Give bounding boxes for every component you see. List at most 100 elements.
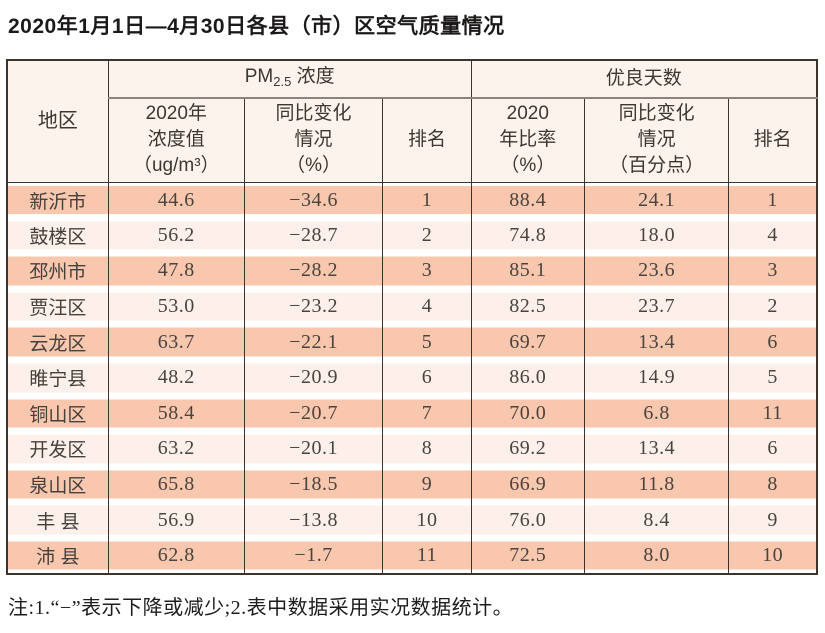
gd-ratio-cell: 72.5 bbox=[470, 537, 585, 574]
region-cell: 贾汪区 bbox=[6, 288, 109, 325]
pm-value-cell: 58.4 bbox=[107, 395, 245, 432]
gd-change-cell: 14.9 bbox=[583, 359, 730, 396]
pm-change-cell: −20.9 bbox=[243, 359, 384, 396]
table-row: 新沂市 44.6 −34.6 1 88.4 24.1 1 bbox=[6, 182, 818, 218]
pm-value-cell: 47.8 bbox=[107, 253, 245, 289]
table-header: 地区 PM2.5 浓度 优良天数 2020年 浓度值 （ug/m³） 同比变化 … bbox=[6, 59, 818, 183]
gd-change-cell: 11.8 bbox=[583, 466, 730, 503]
pm-value-cell: 44.6 bbox=[107, 182, 245, 218]
pm-value-cell: 63.7 bbox=[107, 324, 245, 360]
table-row: 泉山区 65.8 −18.5 9 66.9 11.8 8 bbox=[6, 466, 818, 503]
gd-rank-cell: 9 bbox=[728, 502, 818, 538]
gd-ratio-cell: 66.9 bbox=[470, 466, 585, 503]
gd-ratio-cell: 86.0 bbox=[470, 359, 585, 396]
region-cell: 铜山区 bbox=[6, 395, 109, 432]
gd-ratio-cell: 74.8 bbox=[470, 217, 585, 254]
table-row: 睢宁县 48.2 −20.9 6 86.0 14.9 5 bbox=[6, 359, 818, 396]
header-gd-ratio: 2020 年比率 （%） bbox=[470, 97, 585, 183]
pm-value-cell: 48.2 bbox=[107, 359, 245, 396]
gd-rank-cell: 2 bbox=[728, 288, 818, 325]
table-row: 铜山区 58.4 −20.7 7 70.0 6.8 11 bbox=[6, 395, 818, 432]
pm-rank-cell: 9 bbox=[382, 466, 472, 503]
table-row: 开发区 63.2 −20.1 8 69.2 13.4 6 bbox=[6, 431, 818, 467]
region-cell: 开发区 bbox=[6, 431, 109, 467]
page-title: 2020年1月1日—4月30日各县（市）区空气质量情况 bbox=[8, 15, 505, 38]
gd-rank-cell: 5 bbox=[728, 359, 818, 396]
gd-ratio-cell: 76.0 bbox=[470, 502, 585, 538]
gd-change-cell: 6.8 bbox=[583, 395, 730, 432]
region-cell: 邳州市 bbox=[6, 253, 109, 289]
gd-change-cell: 23.7 bbox=[583, 288, 730, 325]
pm-rank-cell: 10 bbox=[382, 502, 472, 538]
header-group-row: 地区 PM2.5 浓度 优良天数 bbox=[6, 59, 818, 183]
pm-change-cell: −13.8 bbox=[243, 502, 384, 538]
pm-value-cell: 65.8 bbox=[107, 466, 245, 503]
gd-ratio-cell: 85.1 bbox=[470, 253, 585, 289]
gd-change-cell: 24.1 bbox=[583, 182, 730, 218]
gd-ratio-cell: 69.2 bbox=[470, 431, 585, 467]
pm-value-cell: 63.2 bbox=[107, 431, 245, 467]
header-region: 地区 bbox=[6, 59, 109, 183]
pm-change-cell: −34.6 bbox=[243, 182, 384, 218]
pm25-label: PM2.5 浓度 bbox=[244, 65, 335, 89]
region-cell: 云龙区 bbox=[6, 324, 109, 360]
pm-change-cell: −28.7 bbox=[243, 217, 384, 254]
pm-change-cell: −23.2 bbox=[243, 288, 384, 325]
pm-rank-cell: 5 bbox=[382, 324, 472, 360]
pm-rank-cell: 6 bbox=[382, 359, 472, 396]
gd-rank-cell: 4 bbox=[728, 217, 818, 254]
gd-ratio-cell: 69.7 bbox=[470, 324, 585, 360]
table-row: 丰 县 56.9 −13.8 10 76.0 8.4 9 bbox=[6, 502, 818, 538]
gd-change-cell: 8.4 bbox=[583, 502, 730, 538]
header-pm25-group: PM2.5 浓度 bbox=[107, 59, 472, 99]
pm-rank-cell: 3 bbox=[382, 253, 472, 289]
region-cell: 鼓楼区 bbox=[6, 217, 109, 254]
pm-change-cell: −18.5 bbox=[243, 466, 384, 503]
gd-ratio-cell: 88.4 bbox=[470, 182, 585, 218]
header-sub-row: 2020年 浓度值 （ug/m³） 同比变化 情况 （%） 排名 2020 年比… bbox=[7, 97, 818, 183]
gd-change-cell: 13.4 bbox=[583, 324, 730, 360]
gd-change-cell: 18.0 bbox=[583, 217, 730, 254]
pm-change-cell: −20.1 bbox=[243, 431, 384, 467]
gd-rank-cell: 3 bbox=[728, 253, 818, 289]
pm-change-cell: −28.2 bbox=[243, 253, 384, 289]
region-cell: 丰 县 bbox=[6, 502, 109, 538]
pm-rank-cell: 11 bbox=[382, 537, 472, 574]
pm-rank-cell: 4 bbox=[382, 288, 472, 325]
pm-change-cell: −1.7 bbox=[243, 537, 384, 574]
header-pm-value: 2020年 浓度值 （ug/m³） bbox=[107, 97, 245, 183]
gd-change-cell: 8.0 bbox=[583, 537, 730, 574]
pm-value-cell: 53.0 bbox=[107, 288, 245, 325]
pm-rank-cell: 7 bbox=[382, 395, 472, 432]
gd-ratio-cell: 70.0 bbox=[470, 395, 585, 432]
table-row: 云龙区 63.7 −22.1 5 69.7 13.4 6 bbox=[6, 324, 818, 360]
pm-change-cell: −22.1 bbox=[243, 324, 384, 360]
table-row: 贾汪区 53.0 −23.2 4 82.5 23.7 2 bbox=[6, 288, 818, 325]
gd-rank-cell: 6 bbox=[728, 431, 818, 467]
table-row: 鼓楼区 56.2 −28.7 2 74.8 18.0 4 bbox=[6, 217, 818, 254]
table-row: 沛 县 62.8 −1.7 11 72.5 8.0 10 bbox=[6, 537, 818, 574]
header-gd-rank: 排名 bbox=[728, 97, 818, 183]
pm-rank-cell: 1 bbox=[382, 182, 472, 218]
footnote: 注:1.“−”表示下降或减少;2.表中数据采用实况数据统计。 bbox=[8, 596, 514, 619]
region-cell: 沛 县 bbox=[6, 537, 109, 574]
pm-rank-cell: 2 bbox=[382, 217, 472, 254]
region-cell: 泉山区 bbox=[6, 466, 109, 503]
pm-change-cell: −20.7 bbox=[243, 395, 384, 432]
air-quality-table: 地区 PM2.5 浓度 优良天数 2020年 浓度值 （ug/m³） 同比变化 … bbox=[6, 59, 818, 575]
table-body: 新沂市 44.6 −34.6 1 88.4 24.1 1 鼓楼区 56.2 −2… bbox=[6, 182, 818, 574]
pm-value-cell: 56.2 bbox=[107, 217, 245, 254]
gd-rank-cell: 6 bbox=[728, 324, 818, 360]
gd-ratio-cell: 82.5 bbox=[470, 288, 585, 325]
gd-change-cell: 23.6 bbox=[583, 253, 730, 289]
gd-rank-cell: 11 bbox=[728, 395, 818, 432]
pm-value-cell: 56.9 bbox=[107, 502, 245, 538]
header-gooddays-group: 优良天数 bbox=[470, 59, 818, 99]
region-cell: 新沂市 bbox=[6, 182, 109, 218]
header-pm-rank: 排名 bbox=[382, 97, 472, 183]
header-pm-change: 同比变化 情况 （%） bbox=[243, 97, 384, 183]
gd-rank-cell: 8 bbox=[728, 466, 818, 503]
pm25-subscript: 2.5 bbox=[273, 73, 292, 89]
region-cell: 睢宁县 bbox=[6, 359, 109, 396]
gd-change-cell: 13.4 bbox=[583, 431, 730, 467]
